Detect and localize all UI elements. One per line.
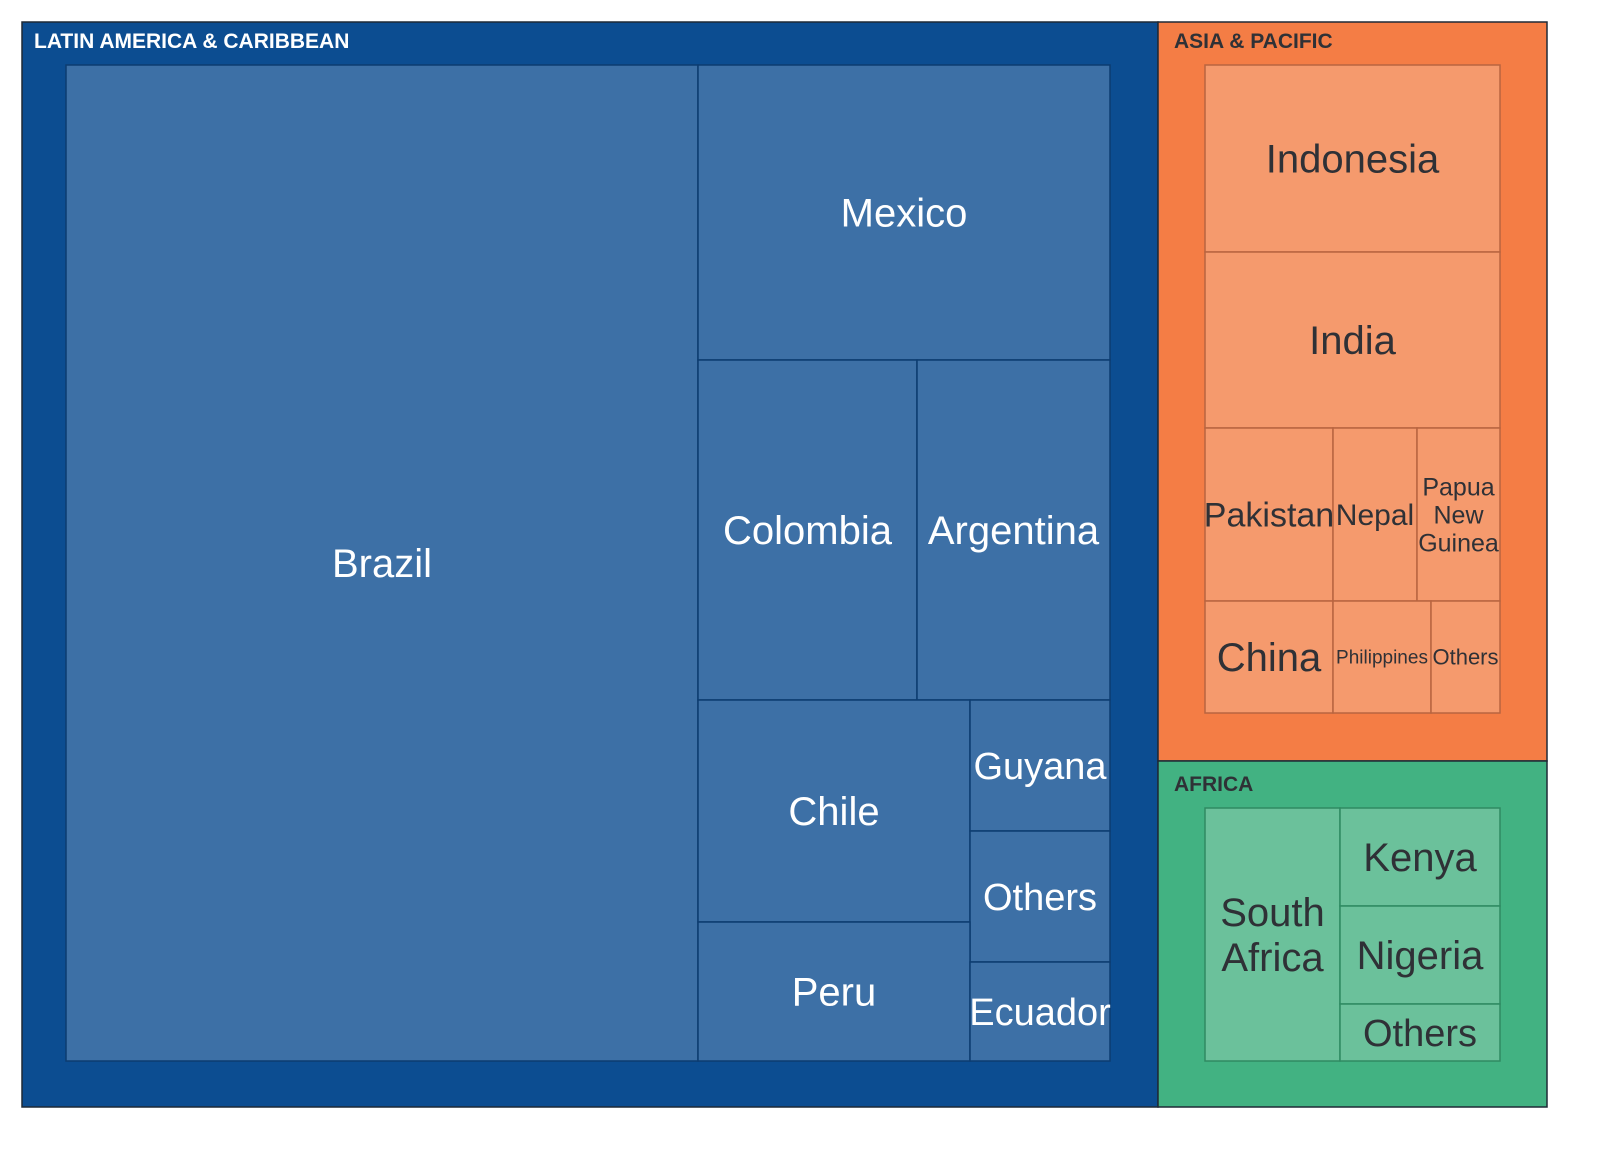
treemap-cell-latin-america-and-caribbean-chile[interactable] [697,699,971,923]
treemap-label-africa-others: Others [1363,1013,1477,1055]
treemap-label-latin-america-and-caribbean-others: Others [983,877,1097,919]
treemap-label-line: Argentina [928,509,1100,553]
treemap-cell-latin-america-and-caribbean-argentina[interactable] [916,359,1111,701]
treemap-label-line: China [1217,636,1322,680]
treemap-label-line: Others [1432,645,1498,670]
treemap-label-line: Guyana [973,746,1107,788]
treemap-label-line: Others [983,877,1097,919]
treemap-label-asia-and-pacific-others: Others [1432,645,1498,670]
treemap-label-line: Nepal [1336,499,1414,532]
treemap-cell-africa-kenya[interactable] [1339,807,1501,907]
treemap-cell-asia-and-pacific-pakistan[interactable] [1204,427,1334,602]
region-group-africa: AFRICA South Africa Kenya Nigeria Others [1157,760,1548,1108]
treemap-cell-asia-and-pacific-philippines[interactable] [1332,600,1432,714]
treemap-label-latin-america-and-caribbean-mexico: Mexico [841,192,968,236]
region-group-asia-and-pacific: ASIA & PACIFIC Indonesia India Pakistan Nepa… [1157,21,1548,762]
treemap-label-line: Africa [1221,936,1324,980]
treemap-label-line: Guinea [1418,529,1499,557]
treemap-cell-asia-and-pacific-papua-new-guinea[interactable] [1416,427,1501,602]
treemap-label-line: South [1220,891,1325,935]
treemap-label-line: Others [1363,1013,1477,1055]
treemap-label-line: Indonesia [1266,138,1440,182]
treemap-label-latin-america-and-caribbean-guyana: Guyana [973,746,1107,788]
treemap-label-line: Peru [792,971,877,1015]
treemap-label-latin-america-and-caribbean-ecuador: Ecuador [969,992,1111,1034]
treemap-label-latin-america-and-caribbean-chile: Chile [788,790,879,834]
treemap-label-asia-and-pacific-indonesia: Indonesia [1266,138,1440,182]
treemap-label-asia-and-pacific-pakistan: Pakistan [1204,496,1334,534]
treemap-label-africa-kenya: Kenya [1363,836,1477,880]
region-group-latin-america-and-caribbean: LATIN AMERICA & CARIBBEAN Brazil Mexico Col… [21,21,1159,1108]
treemap-cell-latin-america-and-caribbean-colombia[interactable] [697,359,918,701]
treemap-cell-latin-america-and-caribbean-others[interactable] [969,830,1111,963]
treemap-cell-latin-america-and-caribbean-brazil[interactable] [65,64,699,1062]
treemap-label-asia-and-pacific-philippines: Philippines [1336,648,1428,669]
treemap-label-line: Nigeria [1357,934,1484,978]
treemap-label-line: Papua [1422,473,1494,501]
treemap-cell-asia-and-pacific-china[interactable] [1204,600,1334,714]
region-title-asia-and-pacific: ASIA & PACIFIC [1174,30,1333,53]
treemap-cell-latin-america-and-caribbean-peru[interactable] [697,921,971,1062]
treemap-label-line: Chile [788,790,879,834]
region-title-africa: AFRICA [1174,773,1253,796]
treemap-label-asia-and-pacific-india: India [1309,319,1396,363]
treemap-label-line: Philippines [1336,648,1428,669]
treemap-label-africa-south-africa: South Africa [1220,891,1325,980]
treemap-cell-asia-and-pacific-india[interactable] [1204,251,1501,429]
treemap-cell-latin-america-and-caribbean-ecuador[interactable] [969,961,1111,1062]
treemap-label-line: India [1309,319,1396,363]
treemap-label-line: Ecuador [969,992,1111,1034]
treemap-label-line: Kenya [1363,836,1477,880]
treemap-label-latin-america-and-caribbean-peru: Peru [792,971,877,1015]
treemap-label-line: New [1433,501,1484,529]
treemap-label-asia-and-pacific-china: China [1217,636,1322,680]
treemap-label-latin-america-and-caribbean-argentina: Argentina [928,509,1100,553]
treemap-label-line: Colombia [723,509,893,553]
treemap-cell-asia-and-pacific-indonesia[interactable] [1204,64,1501,253]
treemap-label-latin-america-and-caribbean-colombia: Colombia [723,509,893,553]
treemap-label-africa-nigeria: Nigeria [1357,934,1484,978]
treemap-cell-asia-and-pacific-others[interactable] [1430,600,1501,714]
region-title-latin-america-and-caribbean: LATIN AMERICA & CARIBBEAN [34,30,349,53]
treemap-label-line: Pakistan [1204,496,1334,534]
treemap-cell-latin-america-and-caribbean-mexico[interactable] [697,64,1111,361]
treemap-label-asia-and-pacific-nepal: Nepal [1336,499,1414,532]
treemap-label-latin-america-and-caribbean-brazil: Brazil [332,542,432,586]
treemap-label-line: Mexico [841,192,968,236]
treemap-label-line: Brazil [332,542,432,586]
treemap-cell-africa-nigeria[interactable] [1339,905,1501,1005]
treemap-label-asia-and-pacific-papua-new-guinea: Papua New Guinea [1418,473,1499,557]
treemap-cell-africa-others[interactable] [1339,1003,1501,1062]
treemap-cell-africa-south-africa[interactable] [1204,807,1341,1062]
